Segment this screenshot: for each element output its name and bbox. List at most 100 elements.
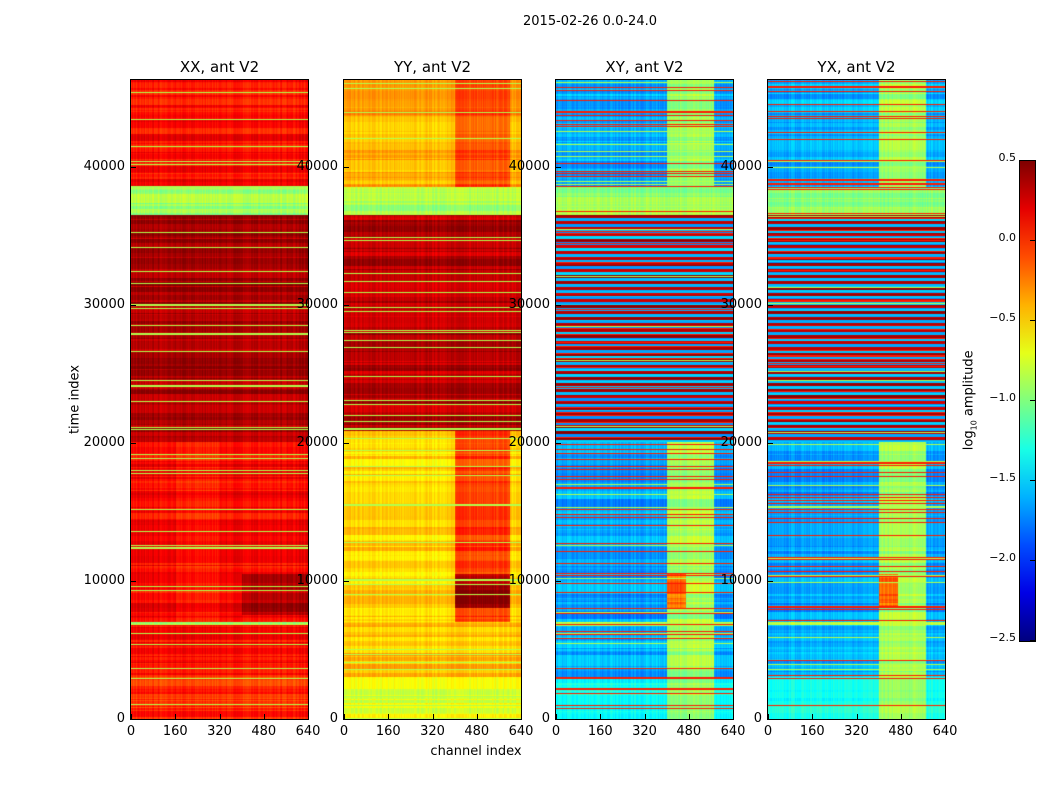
y-tick-label: 10000 [508,572,550,588]
colorbar-label-sub: 10 [969,420,979,431]
colorbar [1019,160,1036,642]
x-tick-label: 480 [464,724,490,739]
x-tick-label: 160 [162,724,188,739]
x-tick-mark [521,714,522,719]
y-tick-mark [344,719,349,720]
x-tick-label: 320 [207,724,232,739]
x-tick-mark [733,714,734,719]
y-tick-label: 0 [116,711,125,726]
panel-title: YX, ant V2 [817,58,896,76]
x-tick-mark [768,714,769,719]
y-tick-mark [556,719,561,720]
x-tick-mark [900,714,902,719]
y-tick-mark [768,719,773,720]
y-tick-mark [344,304,349,306]
panel-title: XY, ant V2 [605,58,684,76]
y-tick-label: 20000 [720,434,762,450]
colorbar-tick-label: −1.0 [989,391,1016,404]
y-tick-label: 30000 [508,296,550,312]
x-tick-mark [432,714,434,719]
y-tick-mark [768,580,773,582]
colorbar-tick-mark [1030,640,1035,641]
x-tick-label: 320 [844,724,869,739]
y-tick-label: 10000 [83,572,125,588]
heatmap-panel [130,79,309,720]
y-tick-mark [556,442,561,444]
x-tick-label: 0 [763,724,773,739]
y-tick-mark [131,580,136,582]
panel-title: YY, ant V2 [393,58,471,76]
x-tick-mark [688,714,690,719]
y-tick-mark [768,304,773,306]
x-tick-mark [556,714,557,719]
colorbar-tick-mark [1030,240,1035,241]
x-tick-label: 160 [799,724,825,739]
x-tick-label: 640 [720,724,746,739]
x-tick-label: 160 [375,724,401,739]
x-tick-label: 160 [587,724,613,739]
colorbar-label-log: log [961,430,977,451]
y-tick-label: 10000 [296,572,338,588]
y-tick-mark [556,304,561,306]
colorbar-tick-label: −2.0 [989,551,1016,564]
y-tick-mark [344,580,349,582]
y-tick-label: 40000 [720,158,762,174]
y-tick-mark [768,166,773,168]
colorbar-tick-label: −1.5 [989,471,1016,484]
x-tick-label: 0 [126,724,136,739]
panel-title: XX, ant V2 [179,58,260,76]
x-tick-mark [308,714,309,719]
heatmap-image [556,80,733,719]
colorbar-tick-label: 0.5 [998,151,1017,164]
heatmap-panel [343,79,522,720]
x-tick-mark [219,714,221,719]
heatmap-image [344,80,521,719]
y-tick-label: 0 [329,711,338,726]
x-tick-label: 480 [676,724,702,739]
y-tick-label: 20000 [508,434,550,450]
colorbar-tick-mark [1030,160,1035,161]
x-axis-label: channel index [430,744,522,759]
heatmap-panel [555,79,734,720]
y-tick-mark [131,304,136,306]
colorbar-tick-mark [1030,400,1035,401]
x-tick-mark [600,714,602,719]
x-tick-label: 480 [888,724,914,739]
y-tick-mark [344,442,349,444]
y-tick-label: 40000 [508,158,550,174]
y-tick-label: 20000 [83,434,125,450]
y-tick-mark [344,166,349,168]
x-tick-mark [344,714,345,719]
colorbar-tick-mark [1030,320,1035,321]
colorbar-tick-label: −0.5 [989,311,1016,324]
colorbar-label: log10 amplitude [962,345,979,455]
y-tick-mark [556,166,561,168]
x-tick-mark [812,714,814,719]
x-tick-label: 640 [295,724,321,739]
y-tick-mark [556,580,561,582]
y-tick-label: 30000 [83,296,125,312]
x-tick-mark [476,714,478,719]
y-tick-mark [131,442,136,444]
x-tick-label: 640 [932,724,958,739]
heatmap-panel [767,79,946,720]
y-tick-label: 40000 [83,158,125,174]
heatmap-image [131,80,308,719]
x-tick-mark [131,714,132,719]
x-tick-mark [388,714,390,719]
y-tick-label: 10000 [720,572,762,588]
y-tick-label: 0 [541,711,550,726]
colorbar-tick-mark [1030,480,1035,481]
x-tick-label: 320 [632,724,657,739]
x-tick-label: 480 [251,724,277,739]
colorbar-tick-label: −2.5 [989,631,1016,644]
x-tick-label: 320 [420,724,445,739]
y-tick-label: 40000 [296,158,338,174]
y-tick-label: 20000 [296,434,338,450]
colorbar-tick-mark [1030,560,1035,561]
colorbar-label-rest: amplitude [961,350,977,421]
x-tick-label: 0 [339,724,349,739]
y-tick-label: 30000 [296,296,338,312]
x-tick-label: 0 [551,724,561,739]
